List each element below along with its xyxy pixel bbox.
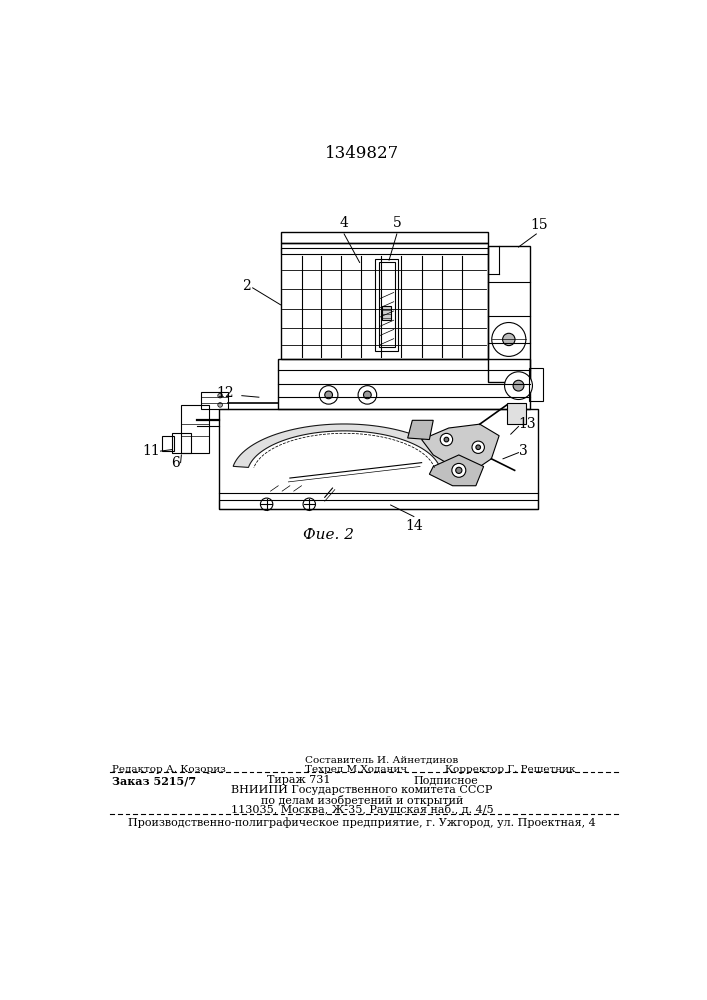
Text: Редактор А. Козориз: Редактор А. Козориз [112, 765, 226, 774]
Bar [172, 433, 192, 453]
Text: по делам изобретений и открытий: по делам изобретений и открытий [261, 795, 463, 806]
Circle shape [444, 437, 449, 442]
Text: Техред М.Ходанич: Техред М.Ходанич [305, 765, 407, 774]
Text: Корректор Г. Решетник: Корректор Г. Решетник [445, 765, 575, 774]
Bar [281, 232, 488, 243]
Circle shape [363, 391, 371, 399]
Polygon shape [408, 420, 433, 440]
Text: Производственно-полиграфическое предприятие, г. Ужгород, ул. Проектная, 4: Производственно-полиграфическое предприя… [128, 817, 596, 828]
Text: 3: 3 [518, 444, 527, 458]
Text: Подписное: Подписное [414, 775, 479, 785]
Text: Фие. 2: Фие. 2 [303, 528, 354, 542]
Bar [379, 262, 395, 347]
Circle shape [440, 433, 452, 446]
Bar [375, 259, 398, 351]
Text: ВНИИПИ Государственного комитета СССР: ВНИИПИ Государственного комитета СССР [231, 785, 493, 795]
Polygon shape [421, 424, 499, 470]
Circle shape [358, 386, 377, 404]
Bar [281, 248, 488, 254]
Polygon shape [233, 424, 455, 467]
Text: 1349827: 1349827 [325, 145, 399, 162]
Circle shape [218, 393, 223, 398]
Bar [201, 392, 228, 409]
Bar [382, 306, 392, 320]
Text: 11: 11 [142, 444, 160, 458]
Circle shape [452, 463, 466, 477]
Polygon shape [429, 455, 484, 486]
Bar [162, 436, 174, 451]
Bar [281, 243, 488, 359]
Circle shape [476, 445, 481, 450]
Circle shape [503, 333, 515, 346]
Text: 15: 15 [530, 218, 548, 232]
Text: 4: 4 [339, 216, 349, 230]
Circle shape [456, 467, 462, 473]
Circle shape [513, 380, 524, 391]
Circle shape [492, 323, 526, 356]
Text: Составитель И. Айнетдинов: Составитель И. Айнетдинов [305, 756, 459, 765]
Text: 12: 12 [216, 386, 234, 400]
Text: 5: 5 [392, 216, 401, 230]
Bar [507, 403, 526, 424]
Circle shape [320, 386, 338, 404]
Text: 113035, Москва, Ж-35, Раушская наб., д. 4/5: 113035, Москва, Ж-35, Раушская наб., д. … [230, 804, 493, 815]
Bar [279, 359, 530, 409]
Bar [488, 246, 530, 382]
Text: 6: 6 [171, 456, 180, 470]
Circle shape [325, 391, 332, 399]
Text: Заказ 5215/7: Заказ 5215/7 [112, 775, 196, 786]
Circle shape [218, 403, 223, 407]
Text: 14: 14 [405, 519, 423, 533]
Bar [182, 405, 209, 453]
Text: 13: 13 [518, 417, 536, 431]
Bar [529, 368, 542, 401]
Text: 2: 2 [243, 279, 251, 293]
Circle shape [505, 372, 532, 400]
Text: Тираж 731: Тираж 731 [267, 775, 330, 785]
Bar [218, 500, 538, 509]
Bar [218, 409, 538, 509]
Circle shape [472, 441, 484, 453]
